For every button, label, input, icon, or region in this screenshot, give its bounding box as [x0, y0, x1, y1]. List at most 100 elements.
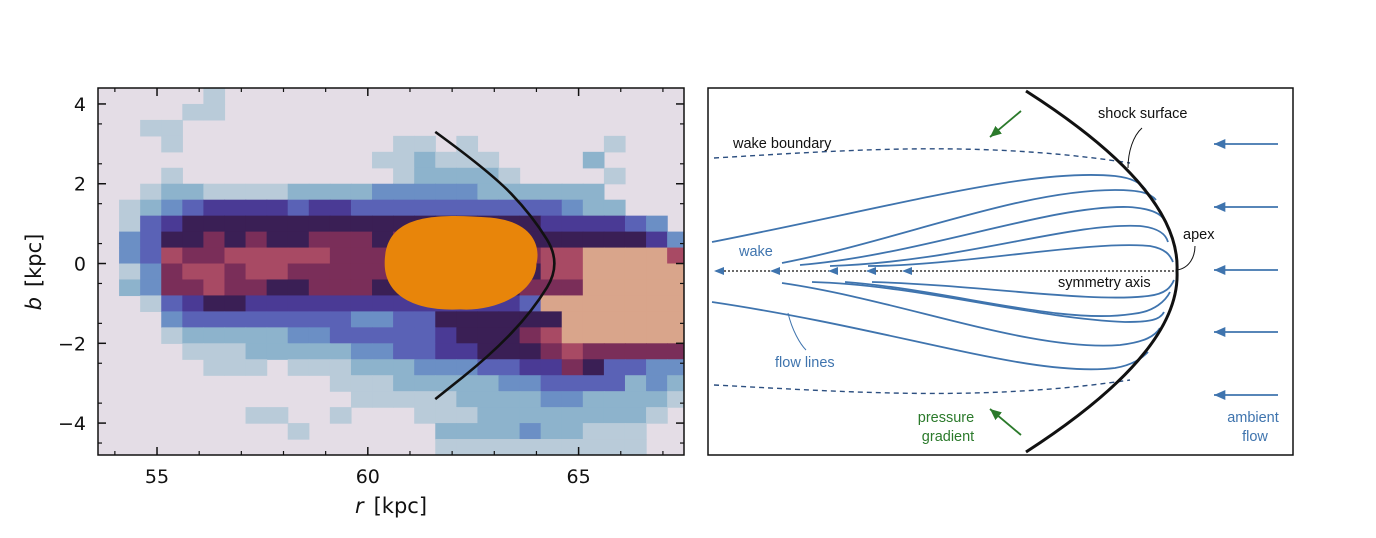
heatmap-cell [372, 375, 394, 392]
heatmap-cell [372, 295, 394, 312]
heatmap-cell [646, 231, 668, 249]
heatmap-cell [119, 279, 141, 297]
heatmap-cell [561, 423, 584, 440]
heatmap-cell [372, 343, 394, 360]
heatmap-cell [624, 327, 647, 344]
heatmap-cell [646, 295, 668, 312]
heatmap-cell [308, 359, 331, 376]
heatmap-cell [372, 183, 394, 201]
heatmap-cell [287, 311, 310, 328]
heatmap-cell [414, 407, 436, 424]
wake-arrows [714, 267, 912, 275]
heatmap-cell [667, 327, 684, 344]
heatmap-cell [182, 247, 204, 265]
heatmap-cell [582, 295, 605, 312]
heatmap-cell [350, 391, 373, 408]
heatmap-cell [287, 279, 310, 297]
heatmap-cell [519, 439, 542, 455]
heatmap-cell [308, 327, 331, 344]
heatmap-cell [582, 199, 605, 217]
heatmap-cell [393, 135, 415, 153]
heatmap-cell [624, 231, 647, 249]
heatmap-cell [203, 183, 226, 201]
heatmap-cell [161, 263, 183, 281]
flow-line-10 [711, 301, 1149, 371]
heatmap-cell [245, 263, 268, 281]
heatmap-cell [287, 295, 310, 312]
apex-leader [1176, 245, 1196, 271]
flow-lines [711, 174, 1175, 371]
heatmap-cell [203, 343, 226, 360]
heatmap-cell [519, 215, 542, 233]
heatmap-cell [603, 263, 626, 281]
heatmap-cell [688, 295, 710, 312]
heatmap-cell [224, 327, 247, 344]
heatmap-cell [540, 359, 563, 376]
heatmap-cell [245, 327, 268, 344]
y-axis-label: b [kpc] [22, 234, 46, 311]
heatmap-cell [393, 391, 415, 408]
heatmap-cell [540, 215, 563, 233]
heatmap-cell [266, 295, 289, 312]
heatmap-cell [350, 199, 373, 217]
heatmap-cell [688, 248, 710, 265]
heatmap-cell [603, 199, 626, 217]
heatmap-cell [519, 199, 542, 217]
label-wake: wake [738, 244, 773, 260]
heatmap-cell [498, 407, 521, 424]
heatmap-cell [477, 311, 500, 328]
heatmap-cell [561, 407, 584, 424]
heatmap-cell [224, 311, 247, 328]
heatmap-cell [519, 295, 542, 312]
heatmap-cell [624, 359, 647, 376]
heatmap-cell [582, 375, 605, 392]
heatmap-cell [519, 407, 542, 424]
heatmap-cell [498, 391, 521, 408]
heatmap-cell [667, 279, 684, 297]
heatmap-cell [582, 183, 605, 201]
heatmap-cell [582, 327, 605, 344]
heatmap-cell [667, 375, 684, 392]
heatmap-cell [161, 311, 183, 328]
heatmap-cell [603, 439, 626, 455]
flow-line-8 [871, 279, 1175, 299]
heatmap-cell [308, 231, 331, 249]
heatmap-cell [582, 231, 605, 249]
x-axis-ticks: 55 60 65 [114, 88, 664, 488]
heatmap-cell [308, 215, 331, 233]
heatmap-cells [119, 88, 710, 455]
heatmap-cell [287, 423, 310, 440]
heatmap-cell [624, 343, 647, 360]
heatmap-cell [414, 167, 436, 185]
label-wake-boundary: wake boundary [732, 136, 832, 152]
heatmap-cell [667, 295, 684, 312]
heatmap-cell [287, 247, 310, 265]
label-shock-surface: shock surface [1098, 106, 1187, 122]
heatmap-cell [561, 391, 584, 408]
heatmap-cell [435, 439, 457, 455]
heatmap-cell [435, 327, 457, 344]
heatmap-cell [414, 199, 436, 217]
heatmap-cell [477, 167, 500, 185]
heatmap-cell [477, 423, 500, 440]
heatmap-cell [372, 215, 394, 233]
heatmap-cell [456, 167, 479, 185]
heatmap-cell [350, 375, 373, 392]
heatmap-cell [414, 359, 436, 376]
heatmap-cell [498, 439, 521, 455]
heatmap-cell [182, 183, 204, 201]
heatmap-cell [266, 247, 289, 265]
heatmap-cell [329, 263, 352, 281]
heatmap-cell [646, 375, 668, 392]
heatmap-cell [245, 311, 268, 328]
heatmap-cell [119, 263, 141, 281]
heatmap-cell [667, 359, 684, 376]
heatmap-cell [540, 407, 563, 424]
heatmap-cell [224, 215, 247, 233]
heatmap-cell [245, 183, 268, 201]
heatmap-cell [329, 199, 352, 217]
heatmap-cell [393, 375, 415, 392]
heatmap-cell [456, 407, 479, 424]
heatmap-cell [161, 135, 183, 153]
wake-arrow-3 [828, 267, 838, 275]
